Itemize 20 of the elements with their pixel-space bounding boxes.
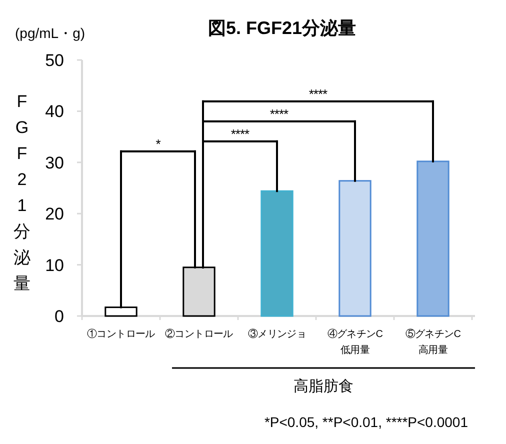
y-tick-label: 50 — [45, 51, 64, 70]
annotation: **** — [270, 106, 289, 122]
annotation: **** — [230, 126, 250, 142]
annotation: * — [156, 136, 161, 152]
annotation: **** — [308, 86, 328, 102]
y-tick-label: 0 — [54, 307, 64, 326]
x-tick-label: ①コントロール — [87, 328, 156, 340]
text: 高脂肪食 — [294, 378, 354, 395]
x-tick-label: ③メリンジョ — [248, 328, 306, 340]
x-tick-label: ④グネチンC 低用量 — [327, 328, 383, 356]
chart-title: 図5. FGF21分泌量 — [208, 18, 356, 38]
y-tick-label: 30 — [45, 153, 64, 172]
x-tick-label: ②コントロール — [165, 328, 234, 340]
y-tick-label: 40 — [45, 102, 64, 122]
y-tick-label: 10 — [45, 256, 64, 275]
y-tick-label: 20 — [45, 204, 64, 224]
text: *P<0.05, **P<0.01, ****P<0.0001 — [264, 414, 468, 430]
text: (pg/mL・g) — [15, 25, 86, 41]
y-axis-title: FGF21分泌量 — [14, 92, 30, 293]
x-tick-label: ⑤グネチンC 高用量 — [405, 328, 461, 356]
